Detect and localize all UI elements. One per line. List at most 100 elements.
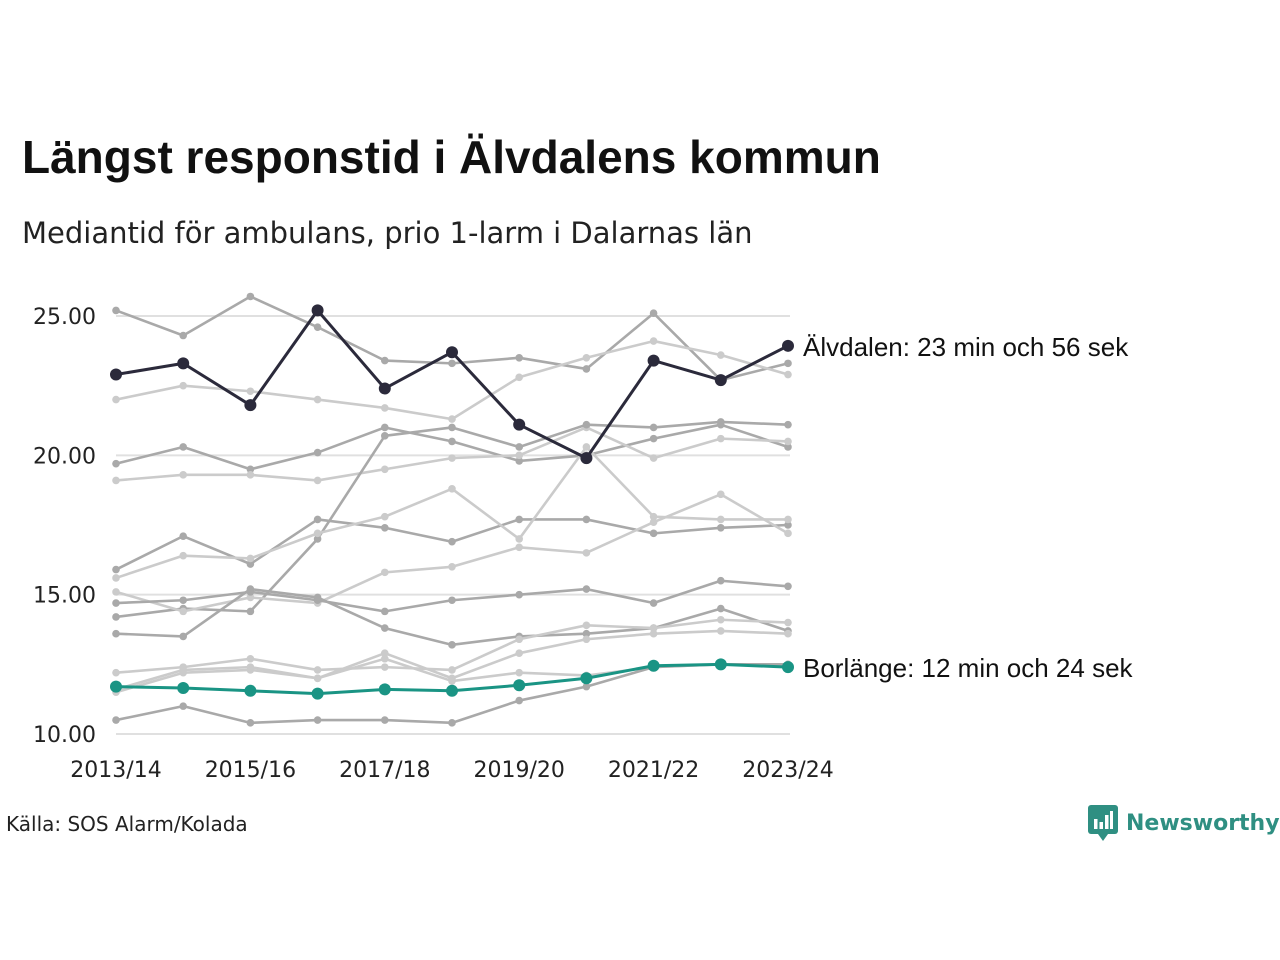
context-series-line xyxy=(115,420,789,619)
borlange-end-label: Borlänge: 12 min och 24 sek xyxy=(803,653,1134,683)
context-series-point xyxy=(784,521,792,529)
context-series-point xyxy=(313,323,322,331)
y-tick-label: 25.00 xyxy=(33,305,96,330)
context-series-point xyxy=(448,641,456,649)
context-series-point xyxy=(515,590,523,599)
context-series-point xyxy=(246,654,255,663)
chart-title: Längst responstid i Älvdalens kommun xyxy=(22,131,881,183)
context-series-point xyxy=(717,418,725,426)
context-series-point xyxy=(717,490,725,499)
alvdalen-point xyxy=(110,368,122,381)
source-note: Källa: SOS Alarm/Kolada xyxy=(6,812,248,836)
context-series-point xyxy=(381,404,389,412)
context-series-line xyxy=(115,426,789,482)
context-series-point xyxy=(515,373,523,382)
context-series-point xyxy=(784,529,792,538)
context-series-line xyxy=(115,445,788,580)
context-series-point xyxy=(112,629,120,638)
context-series-point xyxy=(717,523,725,532)
context-series-point xyxy=(515,443,523,451)
context-series-point xyxy=(313,535,322,543)
alvdalen-end-label: Älvdalen: 23 min och 56 sek xyxy=(803,332,1129,362)
context-series-point xyxy=(582,621,591,630)
context-series-point xyxy=(313,395,322,404)
alvdalen-point xyxy=(714,374,727,387)
context-series-point xyxy=(448,454,456,462)
context-series-point xyxy=(381,624,389,632)
context-series-point xyxy=(112,395,120,404)
y-tick-label: 15.00 xyxy=(33,584,96,609)
context-series-point xyxy=(313,674,322,683)
alvdalen-point xyxy=(177,357,190,370)
alvdalen-point xyxy=(446,346,458,359)
y-tick-label: 20.00 xyxy=(33,444,96,469)
context-series-point xyxy=(717,604,725,613)
alvdalen-point xyxy=(647,354,660,367)
context-series-point xyxy=(649,529,658,538)
borlange-point xyxy=(177,682,190,695)
context-series-point xyxy=(112,613,120,621)
context-series-point xyxy=(112,716,120,724)
context-series-point xyxy=(515,668,523,677)
context-series-point xyxy=(582,635,591,644)
context-series-point xyxy=(448,563,456,571)
context-series-point xyxy=(381,607,389,616)
borlange-point xyxy=(311,687,324,700)
alvdalen-point xyxy=(311,304,324,317)
axis-labels: 10.00 15.00 20.00 25.00 2013/14 2015/16 2017/1… xyxy=(33,305,834,783)
context-series-point xyxy=(582,629,591,638)
x-tick-label: 2015/16 xyxy=(205,758,296,783)
context-series-point xyxy=(582,420,591,429)
context-series-point xyxy=(246,292,255,301)
context-series-point xyxy=(649,599,658,607)
context-series-point xyxy=(784,443,792,451)
alvdalen-point xyxy=(244,399,257,412)
brand-logo: Newsworthy xyxy=(1088,804,1280,842)
context-series-point xyxy=(717,351,725,359)
context-series-point xyxy=(112,599,120,607)
alvdalen-point xyxy=(513,418,526,431)
context-series-point xyxy=(717,627,725,635)
context-series-point xyxy=(649,624,658,632)
context-series-point xyxy=(381,512,389,521)
context-series-point xyxy=(381,663,389,671)
context-series-point xyxy=(649,423,658,432)
context-series-point xyxy=(784,515,792,524)
context-series-point xyxy=(515,535,523,543)
context-series-point xyxy=(246,465,255,474)
context-series-point xyxy=(582,365,591,373)
alvdalen-point xyxy=(782,339,794,352)
context-series-point xyxy=(784,629,792,638)
context-series-point xyxy=(313,515,322,524)
context-series-point xyxy=(112,574,120,582)
context-series-point xyxy=(448,415,456,423)
context-series-point xyxy=(515,635,523,644)
borlange-point xyxy=(714,658,727,671)
context-series-point xyxy=(179,702,187,710)
borlange-point xyxy=(244,684,257,697)
chart-subtitle: Mediantid för ambulans, prio 1-larm i Da… xyxy=(22,216,753,250)
borlange-point xyxy=(513,679,526,692)
context-series-point xyxy=(179,607,187,616)
context-series-point xyxy=(381,649,389,657)
context-series-point xyxy=(515,649,523,657)
context-series-point xyxy=(381,465,389,474)
context-series-point xyxy=(179,551,187,560)
context-series-point xyxy=(649,309,658,318)
alvdalen-line xyxy=(115,308,789,460)
context-series-point xyxy=(381,432,389,440)
highlighted-series: Älvdalen: 23 min och 56 sek Borlänge: 12 … xyxy=(110,304,1134,700)
context-series-point xyxy=(313,448,322,457)
context-series-point xyxy=(112,668,120,677)
context-series-point xyxy=(246,554,255,563)
x-tick-label: 2019/20 xyxy=(473,758,564,783)
context-series-point xyxy=(179,668,187,677)
context-series-point xyxy=(179,632,187,641)
context-series-point xyxy=(381,654,389,663)
context-series-point xyxy=(381,423,389,432)
context-series-point xyxy=(179,443,187,451)
context-series-point xyxy=(649,518,658,527)
context-series-point xyxy=(112,459,120,468)
context-series-point xyxy=(179,471,187,479)
